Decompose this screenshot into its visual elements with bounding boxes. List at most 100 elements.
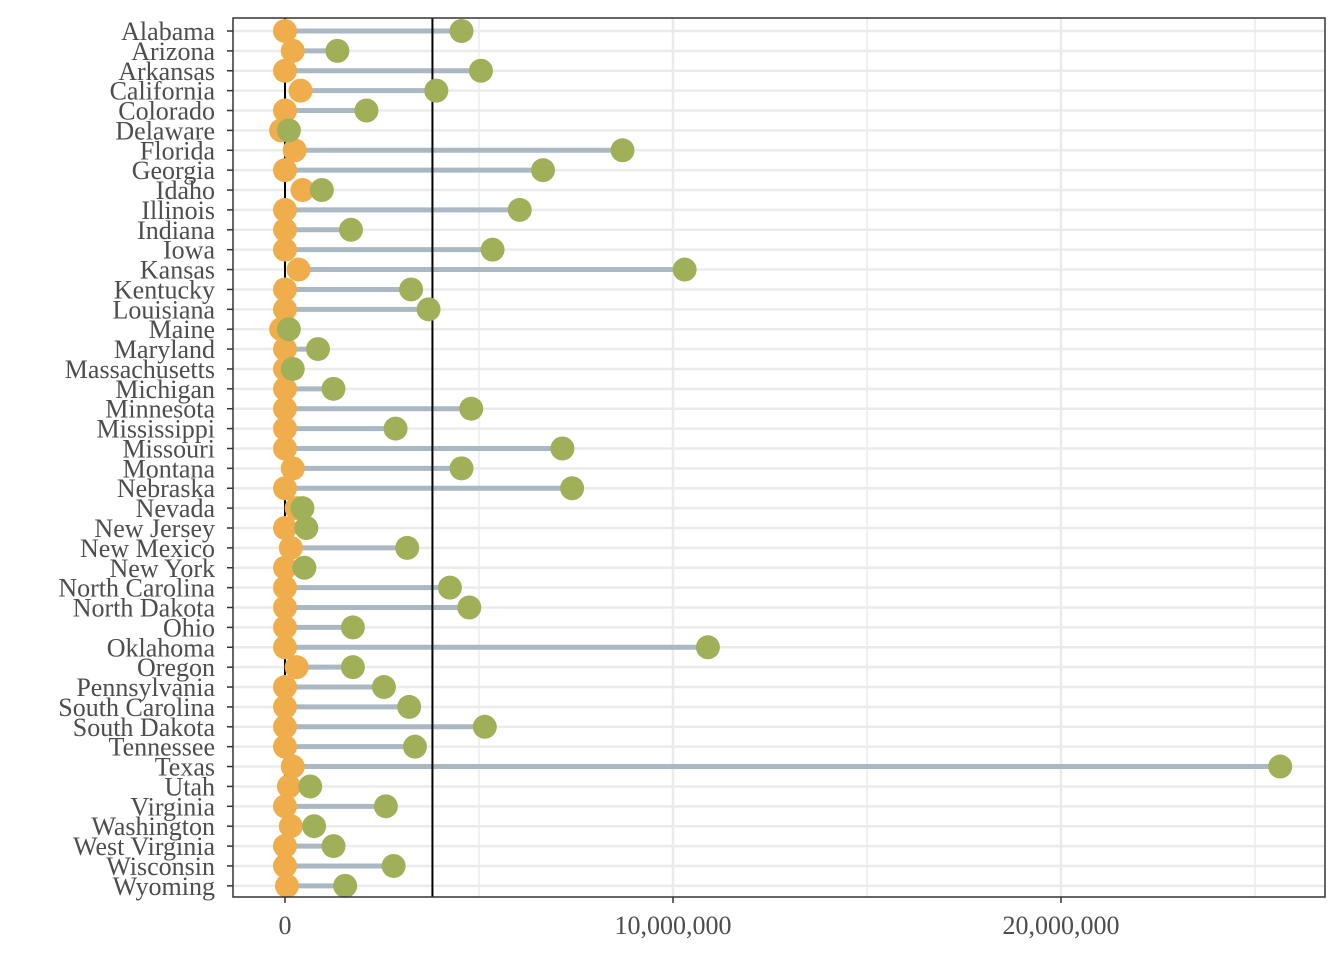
y-tick-label: Wyoming — [113, 872, 215, 901]
start-point — [273, 297, 297, 322]
panel-border — [232, 17, 1326, 898]
end-point — [340, 655, 365, 680]
y-tick-label: New Jersey — [94, 514, 215, 543]
grid-layer — [233, 18, 1325, 897]
start-point — [278, 535, 303, 560]
y-tick-label: New York — [110, 554, 215, 583]
end-point — [371, 675, 396, 700]
y-tick-label: Kansas — [140, 256, 215, 285]
end-point — [459, 396, 484, 421]
y-axis: AlabamaArizonaArkansasCaliforniaColorado… — [58, 17, 233, 901]
start-point — [273, 714, 297, 739]
start-point — [273, 635, 297, 660]
start-point — [273, 197, 297, 222]
y-tick-label: Alabama — [121, 17, 215, 46]
y-tick-label: Oregon — [137, 653, 215, 682]
segment-layer — [281, 28, 1281, 889]
end-point — [468, 58, 493, 83]
x-tick-label: 0 — [279, 911, 292, 940]
end-point — [381, 853, 406, 878]
start-point — [278, 814, 303, 839]
end-point — [449, 456, 474, 481]
end-point — [1268, 754, 1293, 779]
y-tick-label: Illinois — [141, 196, 215, 225]
y-tick-label: Iowa — [163, 236, 215, 265]
y-tick-label: Nebraska — [117, 474, 216, 503]
start-point — [273, 277, 297, 302]
end-point — [292, 555, 317, 580]
y-tick-label: Indiana — [137, 216, 215, 245]
end-point — [305, 337, 330, 362]
x-axis: 0 10,000,000 20,000,000 — [279, 897, 1120, 940]
end-point — [383, 416, 408, 441]
start-point — [273, 516, 297, 540]
y-tick-label: California — [110, 77, 216, 106]
end-point — [507, 197, 532, 222]
end-point — [424, 78, 449, 103]
start-point — [274, 873, 299, 898]
end-point — [399, 277, 424, 302]
start-point — [273, 734, 297, 759]
y-tick-label: South Dakota — [73, 713, 216, 742]
start-point — [273, 416, 297, 441]
y-tick-label: Virginia — [130, 792, 215, 821]
y-tick-label: Ohio — [163, 613, 215, 642]
end-point — [302, 814, 327, 839]
end-point — [373, 794, 398, 819]
point-layer — [269, 19, 1293, 898]
start-point — [273, 615, 297, 640]
start-point — [273, 834, 297, 859]
y-tick-label: Kentucky — [114, 275, 215, 304]
end-point — [695, 635, 720, 660]
end-point — [610, 138, 635, 163]
start-point — [273, 237, 297, 262]
y-tick-label: Washington — [91, 812, 215, 841]
end-point — [395, 535, 420, 560]
y-tick-label: Wisconsin — [106, 852, 215, 881]
y-tick-label: Montana — [123, 454, 216, 483]
start-point — [280, 38, 305, 63]
y-tick-label: North Dakota — [73, 594, 216, 623]
start-point — [273, 19, 297, 43]
start-point — [273, 853, 297, 878]
y-tick-label: Maine — [149, 315, 215, 344]
end-point — [449, 19, 474, 43]
y-tick-label: Pennsylvania — [76, 673, 215, 702]
y-tick-label: New Mexico — [80, 534, 215, 563]
end-point — [333, 873, 358, 898]
y-tick-label: Utah — [164, 772, 215, 801]
start-point — [273, 794, 297, 819]
start-point — [290, 178, 315, 203]
y-tick-label: Arizona — [131, 37, 215, 66]
end-point — [325, 38, 350, 63]
start-point — [273, 396, 297, 421]
start-point — [273, 675, 297, 700]
y-tick-label: Florida — [140, 136, 216, 165]
end-point — [294, 516, 319, 540]
y-tick-label: Mississippi — [97, 415, 216, 444]
y-tick-label: Georgia — [132, 156, 216, 185]
start-point — [273, 98, 297, 123]
y-tick-label: Michigan — [115, 375, 215, 404]
end-point — [321, 376, 346, 401]
y-tick-label: West Virginia — [73, 832, 215, 861]
y-tick-label: Missouri — [123, 434, 215, 463]
end-point — [402, 734, 427, 759]
end-point — [416, 297, 441, 322]
start-point — [273, 575, 297, 600]
end-point — [531, 158, 556, 183]
y-tick-label: Colorado — [118, 97, 215, 126]
start-point — [276, 774, 301, 799]
end-point — [280, 356, 305, 381]
x-tick-label: 10,000,000 — [615, 911, 732, 940]
end-point — [550, 436, 575, 461]
start-point — [273, 555, 297, 580]
start-point — [273, 595, 297, 620]
start-point — [273, 476, 297, 501]
start-point — [280, 754, 305, 779]
end-point — [560, 476, 585, 501]
y-tick-label: Arkansas — [118, 57, 215, 86]
end-point — [457, 595, 482, 620]
